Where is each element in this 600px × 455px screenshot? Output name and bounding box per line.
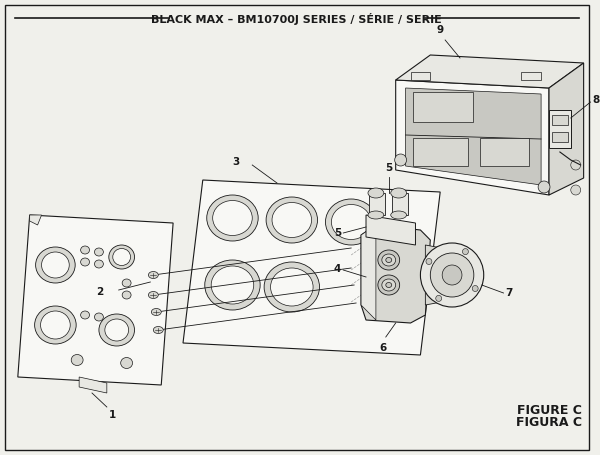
Ellipse shape [71,354,83,365]
Ellipse shape [368,211,384,219]
Ellipse shape [94,248,103,256]
Ellipse shape [94,260,103,268]
Text: BLACK MAX – BM10700J SERIES / SÉRIE / SERIE: BLACK MAX – BM10700J SERIES / SÉRIE / SE… [151,13,442,25]
Ellipse shape [121,358,133,369]
Ellipse shape [266,197,317,243]
Ellipse shape [122,279,131,287]
Text: 7: 7 [505,288,513,298]
Text: 5: 5 [385,163,392,173]
Polygon shape [79,377,107,393]
Ellipse shape [148,292,158,298]
Circle shape [538,181,550,193]
Ellipse shape [41,311,70,339]
Bar [552,115,568,125]
Text: 6: 6 [379,343,386,353]
Circle shape [395,154,407,166]
Ellipse shape [148,272,158,278]
Circle shape [442,265,462,285]
Ellipse shape [205,260,260,310]
Ellipse shape [391,211,407,219]
Ellipse shape [99,314,134,346]
Ellipse shape [41,252,69,278]
Ellipse shape [80,258,89,266]
Text: 9: 9 [437,25,444,35]
Ellipse shape [386,283,392,288]
Ellipse shape [386,258,392,263]
Ellipse shape [109,245,134,269]
Text: FIGURA C: FIGURA C [516,416,582,430]
Polygon shape [29,215,41,225]
Circle shape [436,295,442,301]
Ellipse shape [368,188,384,198]
Polygon shape [183,180,440,355]
Polygon shape [361,225,376,320]
Polygon shape [361,225,430,323]
Ellipse shape [154,327,163,334]
Circle shape [426,258,432,264]
Bar [552,132,568,142]
Text: FIGURE C: FIGURE C [517,404,581,416]
Bar [413,138,468,166]
Bar [549,110,571,148]
Text: 2: 2 [97,287,104,297]
Ellipse shape [325,199,377,245]
Bar [392,193,407,215]
Ellipse shape [113,248,131,266]
Polygon shape [406,88,541,185]
Circle shape [571,160,581,170]
Polygon shape [366,215,415,245]
Ellipse shape [207,195,258,241]
Ellipse shape [122,291,131,299]
Polygon shape [18,215,173,385]
Ellipse shape [264,262,320,312]
Ellipse shape [271,268,313,306]
Bar [480,138,529,166]
Circle shape [463,248,469,255]
Circle shape [472,285,478,292]
Ellipse shape [212,201,252,236]
Circle shape [421,243,484,307]
Ellipse shape [94,313,103,321]
Text: 4: 4 [334,264,341,274]
Text: 8: 8 [593,95,600,105]
Ellipse shape [211,266,254,304]
Text: 3: 3 [232,157,239,167]
Bar [521,72,541,80]
Polygon shape [395,55,584,88]
Text: 5: 5 [334,228,341,238]
Polygon shape [425,245,452,305]
Bar [413,92,473,122]
Ellipse shape [35,247,75,283]
Polygon shape [549,63,584,195]
Ellipse shape [272,202,311,238]
Ellipse shape [331,204,371,239]
Ellipse shape [391,188,407,198]
Polygon shape [395,80,549,195]
Bar [410,72,430,80]
Ellipse shape [151,308,161,315]
Bar [369,193,385,215]
Ellipse shape [378,250,400,270]
Ellipse shape [105,319,128,341]
Ellipse shape [382,279,395,291]
Ellipse shape [382,254,395,266]
Circle shape [430,253,474,297]
Ellipse shape [35,306,76,344]
Text: 1: 1 [109,410,116,420]
Ellipse shape [378,275,400,295]
Ellipse shape [80,246,89,254]
Circle shape [571,185,581,195]
Ellipse shape [80,311,89,319]
